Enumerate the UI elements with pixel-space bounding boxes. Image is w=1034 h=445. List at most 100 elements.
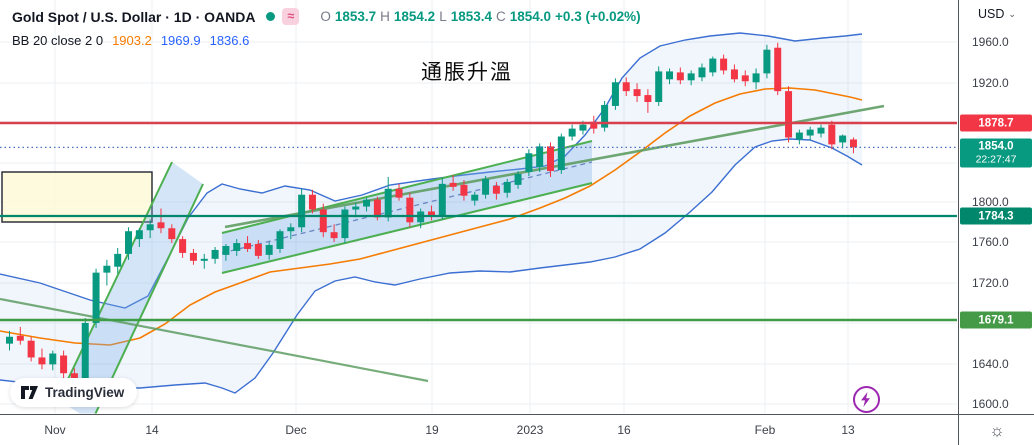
candle-body[interactable] [341, 209, 349, 239]
candle-body[interactable] [482, 178, 490, 195]
candle-body[interactable] [568, 128, 576, 137]
candle-body[interactable] [492, 185, 500, 194]
candle-body[interactable] [16, 335, 24, 341]
candle-body[interactable] [38, 357, 46, 365]
indicator-legend[interactable]: BB 20 close 2 0 1903.2 1969.9 1836.6 [12, 33, 249, 48]
candle-body[interactable] [254, 244, 262, 256]
candle-body[interactable] [114, 253, 122, 267]
candle-body[interactable] [676, 72, 684, 81]
candle-body[interactable] [579, 124, 587, 131]
candle-body[interactable] [687, 73, 695, 81]
candle-body[interactable] [60, 355, 68, 374]
candle-body[interactable] [611, 82, 619, 106]
candle-body[interactable] [298, 194, 306, 228]
candle-body[interactable] [146, 224, 154, 231]
candle-body[interactable] [308, 194, 316, 210]
candle-body[interactable] [27, 340, 35, 358]
candle-body[interactable] [601, 104, 609, 128]
candle-body[interactable] [817, 127, 825, 134]
bb-lower-line [0, 138, 863, 394]
tradingview-logo[interactable]: TradingView [10, 378, 138, 407]
candle-body[interactable] [179, 239, 187, 253]
candle-body[interactable] [655, 71, 663, 102]
candle-body[interactable] [503, 181, 511, 193]
candle-body[interactable] [471, 194, 479, 201]
candle-body[interactable] [135, 230, 143, 240]
candle-body[interactable] [460, 184, 468, 196]
candle-body[interactable] [622, 82, 630, 92]
candle-body[interactable] [633, 89, 641, 97]
candle-body[interactable] [806, 129, 814, 136]
candle-body[interactable] [547, 146, 554, 172]
symbol-header[interactable]: Gold Spot / U.S. Dollar · 1D · OANDA ≈ O… [12, 8, 641, 25]
candle-body[interactable] [384, 188, 392, 218]
candle-body[interactable] [330, 232, 338, 239]
candle-body[interactable] [6, 336, 13, 344]
theme-sun-icon[interactable]: ☼ [989, 421, 1005, 440]
candle-body[interactable] [427, 211, 435, 216]
candle-body[interactable] [536, 146, 544, 168]
candle-body[interactable] [49, 353, 57, 365]
candle-body[interactable] [233, 243, 241, 251]
candle-body[interactable] [557, 136, 565, 171]
rectangle-drawing[interactable] [1, 171, 153, 223]
candle-body[interactable] [514, 173, 522, 185]
candle-body[interactable] [666, 71, 674, 80]
candle-body[interactable] [363, 199, 371, 207]
candle-body[interactable] [752, 73, 760, 83]
rising-trendline[interactable] [224, 104, 885, 229]
high-label: H [380, 9, 390, 24]
candle-body[interactable] [373, 199, 381, 218]
indicator-name[interactable]: BB 20 close 2 0 [12, 33, 104, 48]
candle-body[interactable] [525, 153, 533, 173]
current-price-value: 1854.0 [978, 140, 1014, 153]
candle-body[interactable] [438, 183, 446, 216]
steep-channel-line[interactable] [57, 161, 173, 401]
candle-body[interactable] [839, 135, 847, 143]
candle-body[interactable] [244, 243, 252, 249]
descending-trendline[interactable] [0, 297, 429, 383]
low-label: L [439, 9, 447, 24]
currency-selector[interactable]: USD ⌄ [959, 7, 1034, 21]
candle-body[interactable] [189, 252, 197, 261]
candle-body[interactable] [709, 58, 717, 73]
candle-body[interactable] [352, 206, 360, 210]
candle-body[interactable] [265, 245, 273, 255]
candle-body[interactable] [785, 91, 793, 138]
candle-body[interactable] [590, 121, 598, 129]
price-axis[interactable]: USD ⌄ 1960.0 1920.0 1800.0 1760.0 1720.0 1640… [958, 0, 1034, 414]
candle-body[interactable] [795, 132, 803, 140]
candle-body[interactable] [698, 67, 706, 78]
candle-body[interactable] [720, 58, 728, 71]
candle-body[interactable] [125, 231, 133, 254]
candle-body[interactable] [103, 265, 111, 273]
candle-body[interactable] [157, 222, 165, 229]
candle-body[interactable] [222, 246, 230, 255]
candle-body[interactable] [287, 227, 295, 232]
change-value: +0.3 (+0.02%) [555, 9, 641, 24]
candle-body[interactable] [168, 228, 176, 240]
lightning-button[interactable] [853, 386, 880, 413]
candle-body[interactable] [644, 95, 652, 102]
chart-text-annotation[interactable]: 通脹升溫 [421, 61, 513, 84]
candle-body[interactable] [319, 209, 327, 233]
candle-body[interactable] [92, 272, 100, 323]
candle-body[interactable] [200, 258, 208, 261]
candle-body[interactable] [211, 249, 219, 259]
main-channel-line[interactable] [221, 182, 593, 274]
symbol-title[interactable]: Gold Spot / U.S. Dollar · 1D · OANDA [12, 8, 256, 25]
candle-body[interactable] [849, 139, 857, 148]
candle-body[interactable] [730, 69, 738, 80]
candle-body[interactable] [406, 197, 414, 223]
candle-body[interactable] [774, 47, 782, 92]
candle-body[interactable] [741, 75, 749, 82]
candle-body[interactable] [81, 322, 89, 387]
candle-body[interactable] [449, 182, 457, 187]
candle-body[interactable] [828, 124, 836, 145]
candle-body[interactable] [395, 188, 403, 198]
candle-body[interactable] [763, 49, 771, 74]
time-axis[interactable]: Nov 14 Dec 19 2023 16 Feb 13 ☼ [0, 414, 1034, 445]
candle-body[interactable] [276, 231, 284, 249]
